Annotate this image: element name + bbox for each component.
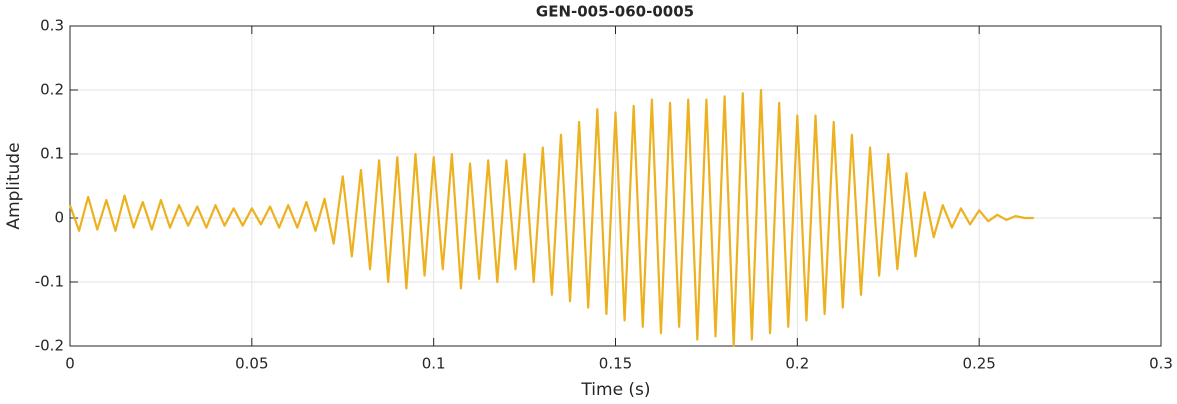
y-axis-label: Amplitude [4, 142, 24, 229]
x-tick-label: 0 [65, 355, 75, 373]
plot-frame [69, 25, 1162, 347]
y-tick-label: 0.1 [40, 145, 64, 163]
x-axis-label: Time (s) [580, 380, 650, 400]
waveform-line [68, 88, 1034, 348]
chart-title: GEN-005-060-0005 [536, 3, 694, 21]
y-tick-label: 0.2 [40, 81, 64, 99]
y-tick-label: 0 [54, 209, 64, 227]
x-tick-label: 0.3 [1149, 355, 1173, 373]
x-tick-label: 0.15 [599, 355, 632, 373]
y-tick-label: -0.1 [35, 273, 64, 291]
x-tick-label: 0.05 [235, 355, 268, 373]
x-tick-label: 0.25 [962, 355, 995, 373]
x-tick-label: 0.1 [422, 355, 446, 373]
y-tick-label: -0.2 [35, 337, 64, 355]
y-tick-label: 0.3 [40, 17, 64, 35]
x-tick-label: 0.2 [785, 355, 809, 373]
